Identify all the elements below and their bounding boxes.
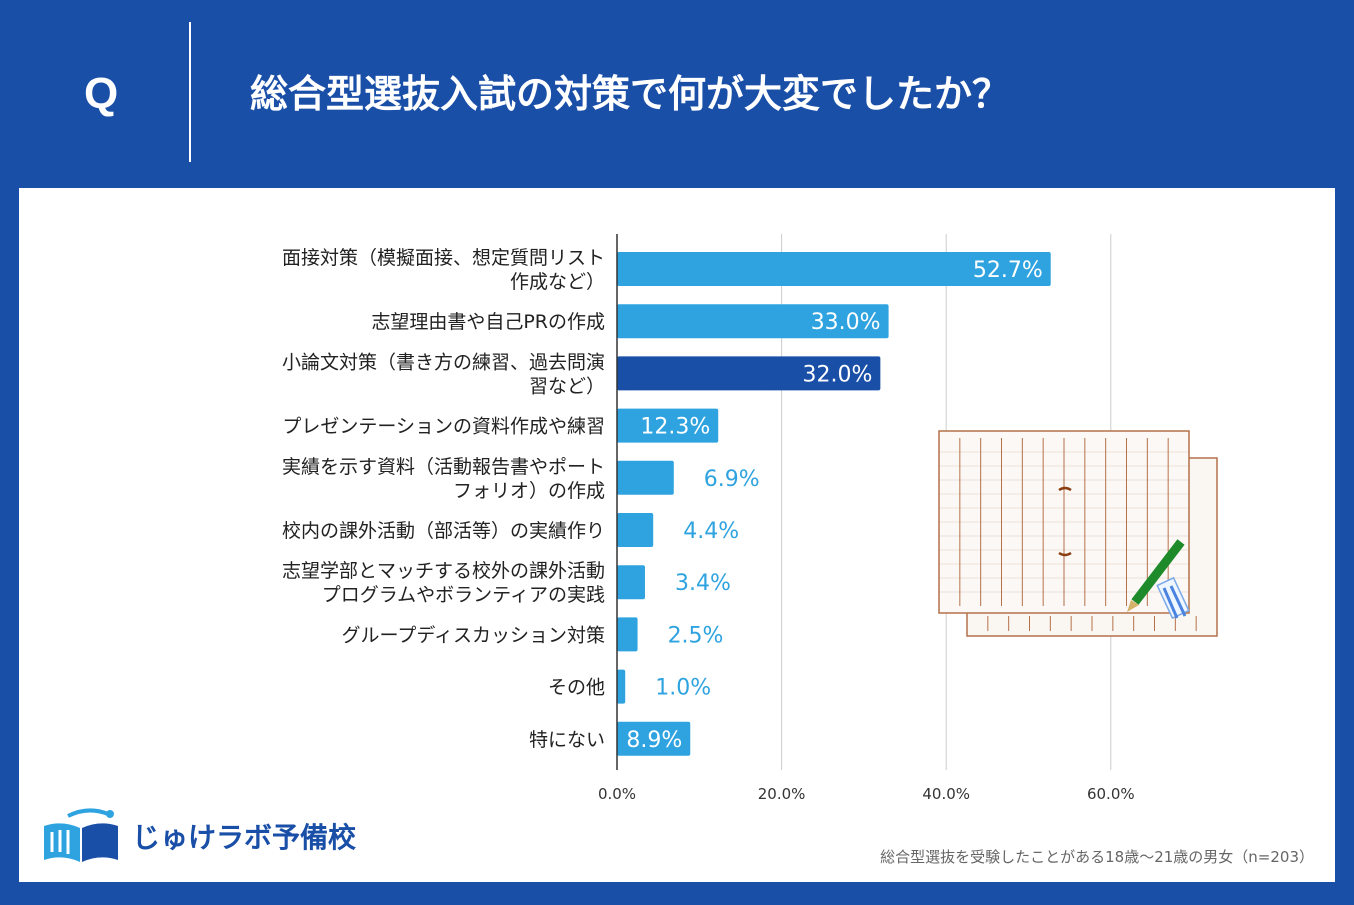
bar	[617, 356, 881, 391]
bracket-close-mark	[1058, 551, 1072, 557]
header-divider	[189, 22, 191, 162]
header: Q 総合型選抜入試の対策で何が大変でしたか？	[0, 0, 1354, 188]
bar-value-label: 12.3%	[640, 415, 710, 440]
open-book-icon	[44, 808, 118, 862]
bar	[617, 304, 889, 339]
bar	[617, 460, 674, 495]
eraser-icon	[1156, 576, 1190, 620]
bar-value-label: 32.0%	[802, 362, 872, 387]
category-label: プレゼンテーションの資料作成や練習	[282, 416, 605, 438]
brand-logo: じゅけラボ予備校	[38, 806, 358, 868]
survey-footnote: 総合型選抜を受験したことがある18歳～21歳の男女（n=203）	[880, 848, 1314, 866]
x-tick-label: 0.0%	[598, 785, 636, 803]
bar	[617, 721, 691, 756]
bar-value-label: 52.7%	[973, 258, 1043, 283]
bar	[617, 408, 719, 443]
bar-value-label: 3.4%	[675, 571, 731, 596]
category-label: フォリオ）の作成	[453, 480, 605, 502]
manuscript-paper-illustration	[938, 430, 1218, 637]
category-label: 実績を示す資料（活動報告書やポート	[282, 456, 605, 478]
page-title: 総合型選抜入試の対策で何が大変でしたか？	[250, 72, 1011, 116]
bar	[617, 565, 645, 600]
category-label: 面接対策（模擬面接、想定質問リスト	[282, 247, 605, 269]
category-label: 志望理由書や自己PRの作成	[371, 311, 605, 333]
chart-panel: 52.7% 33.0% 32.0% 12.3% 6.9% 4.4% 3.4% 2.5% 1.0%…	[19, 188, 1335, 882]
bar-value-label: 33.0%	[811, 310, 881, 335]
x-tick-label: 40.0%	[922, 785, 970, 803]
x-axis: 0.0% 20.0% 40.0% 60.0%	[598, 234, 1135, 803]
brand-name: じゅけラボ予備校	[132, 821, 357, 854]
bar-value-label: 6.9%	[704, 467, 760, 492]
question-mark-label: Q	[84, 69, 119, 118]
bar-value-label: 1.0%	[655, 676, 711, 701]
bar-value-label: 2.5%	[668, 623, 724, 648]
bar-chart: 52.7% 33.0% 32.0% 12.3% 6.9% 4.4% 3.4% 2.5% 1.0%…	[282, 234, 1218, 803]
category-label: 小論文対策（書き方の練習、過去問演	[282, 351, 605, 373]
bar	[617, 669, 626, 704]
pencil-icon	[1127, 539, 1185, 612]
category-label: 作成など）	[510, 271, 605, 293]
bar-value-label: 4.4%	[683, 519, 739, 544]
bar	[617, 617, 638, 652]
category-label: 校内の課外活動（部活等）の実績作り	[282, 520, 605, 542]
category-label: プログラムやボランティアの実践	[322, 584, 605, 606]
category-label: その他	[548, 677, 605, 699]
category-label: 志望学部とマッチする校外の課外活動	[282, 560, 605, 582]
category-label: グループディスカッション対策	[341, 624, 605, 646]
category-label: 特にない	[529, 729, 605, 751]
bars: 52.7% 33.0% 32.0% 12.3% 6.9% 4.4% 3.4% 2.5% 1.0%…	[617, 252, 1051, 756]
x-tick-label: 60.0%	[1087, 785, 1135, 803]
bar	[617, 252, 1051, 286]
paper-grid-lines	[939, 438, 1197, 631]
bar-value-label: 8.9%	[626, 728, 682, 753]
bracket-open-mark	[1058, 486, 1072, 492]
x-tick-label: 20.0%	[758, 785, 806, 803]
bar	[617, 513, 654, 547]
category-label: 習など）	[529, 375, 605, 397]
